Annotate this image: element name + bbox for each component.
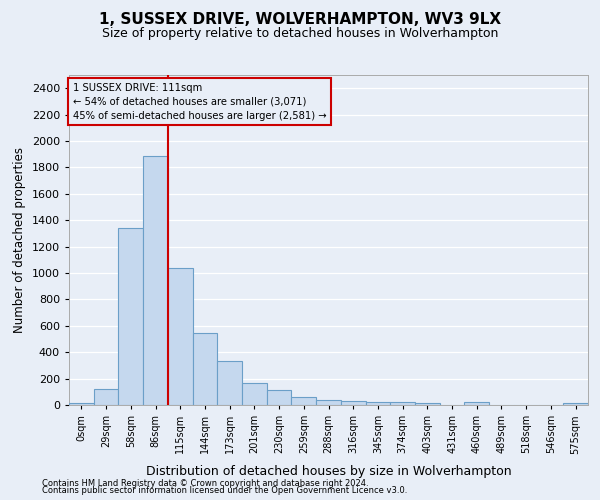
Bar: [415, 403, 440, 405]
Bar: [118, 228, 143, 405]
Bar: [69, 403, 94, 405]
Bar: [563, 403, 588, 405]
Bar: [267, 390, 292, 405]
Bar: [390, 402, 415, 405]
Bar: [193, 333, 217, 405]
Bar: [464, 402, 489, 405]
Bar: [365, 402, 390, 405]
Bar: [341, 401, 365, 405]
Y-axis label: Number of detached properties: Number of detached properties: [13, 147, 26, 333]
Text: 1 SUSSEX DRIVE: 111sqm
← 54% of detached houses are smaller (3,071)
45% of semi-: 1 SUSSEX DRIVE: 111sqm ← 54% of detached…: [73, 83, 326, 121]
Bar: [143, 156, 168, 405]
Bar: [242, 382, 267, 405]
Bar: [94, 388, 118, 405]
Text: 1, SUSSEX DRIVE, WOLVERHAMPTON, WV3 9LX: 1, SUSSEX DRIVE, WOLVERHAMPTON, WV3 9LX: [99, 12, 501, 28]
Text: Contains public sector information licensed under the Open Government Licence v3: Contains public sector information licen…: [42, 486, 407, 495]
Text: Contains HM Land Registry data © Crown copyright and database right 2024.: Contains HM Land Registry data © Crown c…: [42, 478, 368, 488]
X-axis label: Distribution of detached houses by size in Wolverhampton: Distribution of detached houses by size …: [146, 464, 511, 477]
Bar: [217, 361, 242, 405]
Text: Size of property relative to detached houses in Wolverhampton: Size of property relative to detached ho…: [102, 28, 498, 40]
Bar: [168, 268, 193, 405]
Bar: [316, 400, 341, 405]
Bar: [292, 397, 316, 405]
